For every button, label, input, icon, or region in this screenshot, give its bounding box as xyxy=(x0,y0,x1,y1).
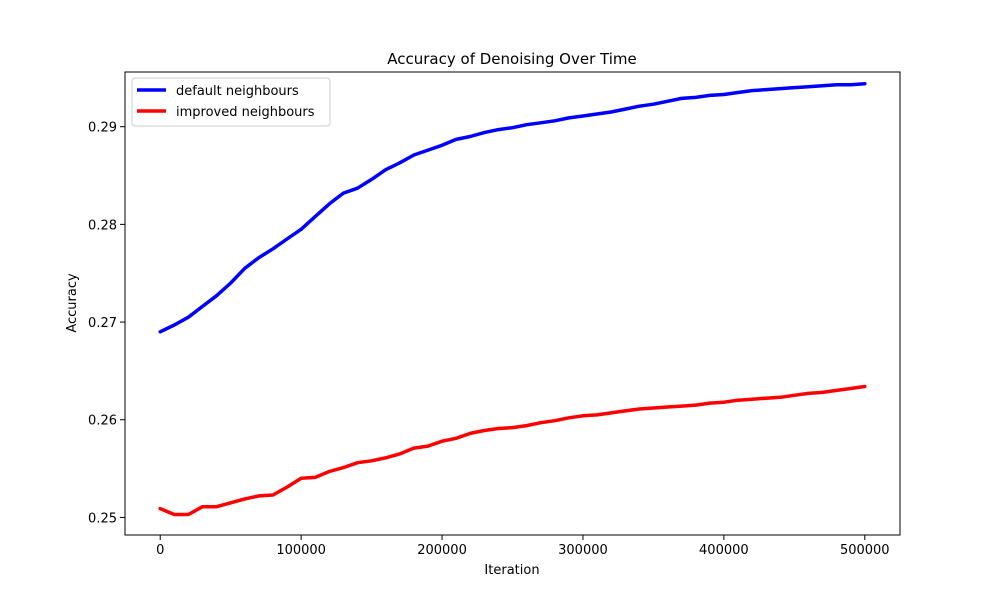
x-tick-label: 0 xyxy=(156,543,164,558)
y-tick-label: 0.28 xyxy=(88,218,117,233)
legend-label-improved: improved neighbours xyxy=(176,105,315,120)
series-line-improved xyxy=(158,384,867,517)
legend-frame xyxy=(131,77,331,127)
x-tick-label: 500000 xyxy=(840,543,890,558)
x-axis-ticks: 0 100000 200000 300000 400000 500000 xyxy=(156,535,890,558)
y-tick-label: 0.27 xyxy=(88,316,117,331)
y-tick-label: 0.25 xyxy=(88,511,117,526)
series-lines xyxy=(158,81,867,517)
legend-label-default: default neighbours xyxy=(176,84,299,99)
y-tick-label: 0.26 xyxy=(88,414,117,429)
x-tick-label: 400000 xyxy=(699,543,749,558)
x-tick-label: 300000 xyxy=(558,543,608,558)
y-axis-label: Accuracy xyxy=(65,273,80,333)
legend: default neighbours improved neighbours xyxy=(131,77,331,127)
series-line-default xyxy=(158,81,867,334)
plot-frame xyxy=(124,71,901,536)
chart-title: Accuracy of Denoising Over Time xyxy=(387,50,636,68)
x-tick-label: 100000 xyxy=(276,543,326,558)
y-tick-label: 0.29 xyxy=(88,121,117,136)
x-axis-label: Iteration xyxy=(484,563,539,578)
y-axis-ticks: 0.25 0.26 0.27 0.28 0.29 xyxy=(88,121,125,526)
x-tick-label: 200000 xyxy=(417,543,467,558)
